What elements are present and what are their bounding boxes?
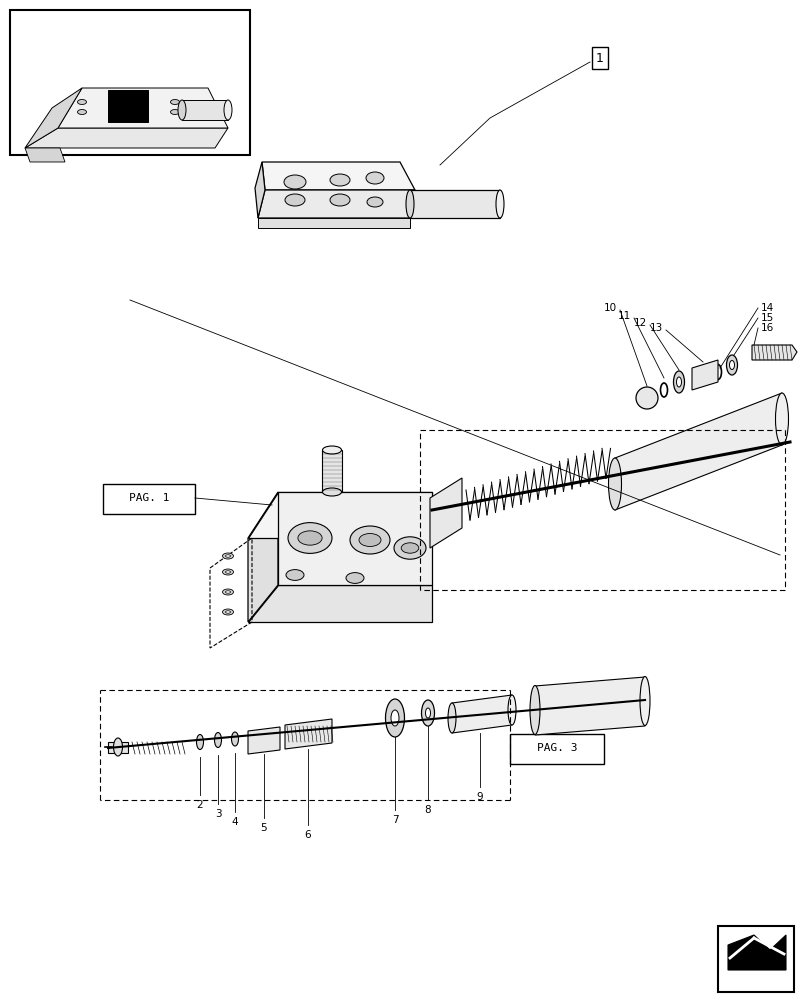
Ellipse shape xyxy=(345,573,363,583)
Text: 12: 12 xyxy=(633,318,646,328)
Text: PAG. 3: PAG. 3 xyxy=(536,743,577,753)
FancyBboxPatch shape xyxy=(103,484,195,514)
Ellipse shape xyxy=(530,686,539,734)
Bar xyxy=(717,926,793,992)
Polygon shape xyxy=(277,492,431,585)
Ellipse shape xyxy=(285,194,305,206)
Polygon shape xyxy=(247,492,277,622)
Ellipse shape xyxy=(284,175,306,189)
Ellipse shape xyxy=(225,571,230,573)
Ellipse shape xyxy=(222,553,234,559)
Polygon shape xyxy=(534,677,644,735)
Ellipse shape xyxy=(508,695,515,725)
Ellipse shape xyxy=(178,100,186,120)
Polygon shape xyxy=(452,695,512,733)
Polygon shape xyxy=(182,100,228,120)
Ellipse shape xyxy=(225,611,230,613)
Ellipse shape xyxy=(322,488,341,496)
Text: 9: 9 xyxy=(476,792,483,802)
Ellipse shape xyxy=(393,537,426,559)
Ellipse shape xyxy=(391,710,398,726)
Ellipse shape xyxy=(726,355,736,375)
Polygon shape xyxy=(247,727,280,754)
Text: 6: 6 xyxy=(304,830,311,840)
Polygon shape xyxy=(25,148,65,162)
Polygon shape xyxy=(614,393,781,510)
Circle shape xyxy=(635,387,657,409)
Ellipse shape xyxy=(728,360,734,369)
Polygon shape xyxy=(258,218,410,228)
Text: 11: 11 xyxy=(617,311,630,321)
Polygon shape xyxy=(430,478,461,548)
Ellipse shape xyxy=(366,172,384,184)
Ellipse shape xyxy=(77,100,87,105)
Ellipse shape xyxy=(329,194,350,206)
Ellipse shape xyxy=(406,190,414,218)
Text: 10: 10 xyxy=(603,303,616,313)
Ellipse shape xyxy=(285,570,303,580)
Polygon shape xyxy=(322,450,341,492)
Ellipse shape xyxy=(496,190,504,218)
Ellipse shape xyxy=(401,543,418,553)
Ellipse shape xyxy=(639,676,649,725)
Ellipse shape xyxy=(170,110,179,115)
Text: 14: 14 xyxy=(760,303,774,313)
Bar xyxy=(10,10,250,155)
Polygon shape xyxy=(25,88,82,148)
Polygon shape xyxy=(58,88,228,128)
Text: 4: 4 xyxy=(231,817,238,827)
Polygon shape xyxy=(108,742,128,753)
Ellipse shape xyxy=(672,371,684,393)
Polygon shape xyxy=(751,345,796,360)
Polygon shape xyxy=(258,190,414,218)
Ellipse shape xyxy=(170,100,179,105)
Text: 16: 16 xyxy=(760,323,774,333)
Ellipse shape xyxy=(77,110,87,115)
Ellipse shape xyxy=(448,703,456,733)
Ellipse shape xyxy=(288,523,332,553)
Polygon shape xyxy=(262,162,414,190)
Ellipse shape xyxy=(225,555,230,557)
Ellipse shape xyxy=(367,197,383,207)
Text: 2: 2 xyxy=(196,800,203,810)
Polygon shape xyxy=(255,162,264,218)
Ellipse shape xyxy=(222,609,234,615)
Ellipse shape xyxy=(425,708,430,718)
Text: 7: 7 xyxy=(391,815,398,825)
Ellipse shape xyxy=(421,700,434,726)
FancyBboxPatch shape xyxy=(509,734,603,764)
Ellipse shape xyxy=(322,446,341,454)
Ellipse shape xyxy=(222,589,234,595)
Polygon shape xyxy=(410,190,500,218)
Ellipse shape xyxy=(196,734,204,750)
Polygon shape xyxy=(108,90,148,122)
Ellipse shape xyxy=(224,100,232,120)
Polygon shape xyxy=(727,935,785,970)
Text: 1: 1 xyxy=(595,52,603,65)
Ellipse shape xyxy=(607,458,620,510)
Text: 8: 8 xyxy=(424,805,431,815)
Ellipse shape xyxy=(222,569,234,575)
Text: 5: 5 xyxy=(260,823,267,833)
Ellipse shape xyxy=(329,174,350,186)
Ellipse shape xyxy=(298,531,322,545)
Ellipse shape xyxy=(214,732,221,747)
Ellipse shape xyxy=(385,699,404,737)
Polygon shape xyxy=(285,719,332,749)
Text: 15: 15 xyxy=(760,313,774,323)
Text: PAG. 1: PAG. 1 xyxy=(129,493,169,503)
Ellipse shape xyxy=(676,377,680,387)
Ellipse shape xyxy=(114,738,122,756)
Ellipse shape xyxy=(350,526,389,554)
Polygon shape xyxy=(25,128,228,148)
Ellipse shape xyxy=(358,534,380,546)
Ellipse shape xyxy=(225,591,230,593)
Polygon shape xyxy=(691,360,717,390)
Ellipse shape xyxy=(231,732,238,746)
Text: 13: 13 xyxy=(649,323,663,333)
Polygon shape xyxy=(247,492,431,538)
Ellipse shape xyxy=(775,393,787,445)
Text: 3: 3 xyxy=(214,809,221,819)
Polygon shape xyxy=(247,585,431,622)
